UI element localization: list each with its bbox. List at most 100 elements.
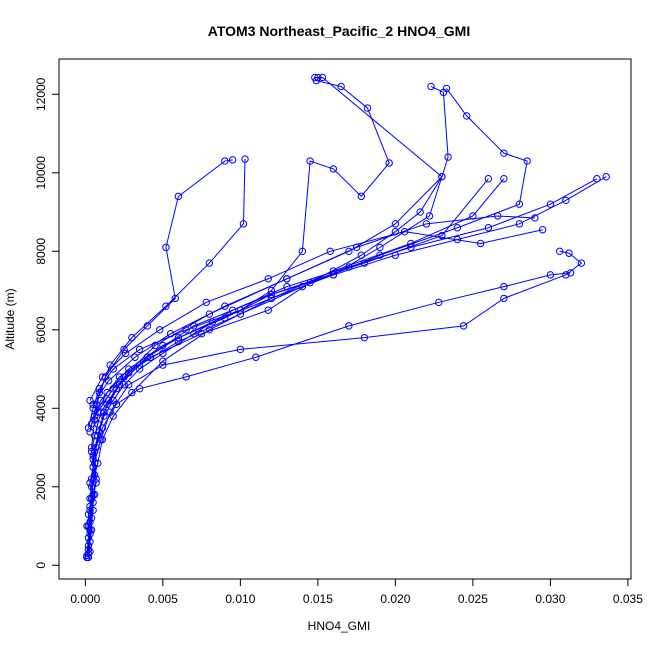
data-point [306, 157, 314, 165]
y-tick-label: 0 [34, 562, 48, 569]
data-point [159, 361, 167, 369]
series-14 [89, 212, 539, 409]
data-point [484, 224, 493, 232]
data-point [438, 231, 446, 240]
data-point [236, 345, 245, 354]
data-point [363, 104, 372, 112]
data-point [523, 157, 531, 165]
data-point [314, 73, 322, 82]
data-point [83, 553, 91, 562]
data-point [515, 220, 524, 228]
y-tick-label: 12000 [34, 77, 48, 111]
data-point [115, 381, 124, 389]
data-point [453, 224, 462, 232]
data-point [236, 310, 245, 318]
series-line [92, 215, 535, 405]
data-point [135, 365, 144, 373]
data-point [202, 298, 210, 307]
y-tick-label: 4000 [34, 395, 48, 422]
data-point [103, 400, 111, 409]
data-point [264, 306, 272, 314]
data-point [427, 82, 435, 91]
data-point [416, 208, 424, 216]
data-point [546, 271, 555, 279]
data-point [205, 259, 214, 267]
data-point [326, 247, 334, 256]
series-line [87, 250, 583, 550]
series-13 [94, 84, 531, 416]
data-point [264, 275, 272, 283]
data-point [159, 357, 167, 365]
data-point [329, 165, 338, 173]
data-point [267, 286, 276, 295]
data-point [94, 408, 102, 416]
data-point [236, 306, 245, 314]
x-tick-label: 0.030 [535, 592, 565, 606]
data-point [345, 247, 353, 256]
data-point [555, 247, 564, 256]
data-point [97, 435, 105, 444]
data-point [205, 310, 214, 318]
series-line [89, 159, 233, 432]
data-point [159, 341, 167, 350]
data-point [143, 322, 152, 330]
data-point [462, 112, 471, 120]
series-line [91, 159, 246, 448]
data-point [241, 155, 249, 163]
series-line [94, 86, 449, 417]
data-point [546, 200, 555, 208]
series-line [87, 176, 443, 554]
data-point [566, 269, 575, 277]
data-point [438, 173, 446, 181]
x-tick-label: 0.000 [70, 592, 100, 606]
series-line [87, 77, 390, 429]
data-point [593, 175, 601, 183]
series-line [87, 272, 571, 552]
data-point [92, 475, 100, 483]
x-axis: 0.000 0.005 0.010 0.015 0.020 0.025 0.030 0.035 [70, 578, 643, 606]
data-point [515, 200, 524, 208]
data-point [298, 282, 307, 291]
data-point [267, 290, 276, 299]
data-point [89, 498, 97, 507]
data-point [400, 227, 409, 236]
series-3 [83, 175, 493, 560]
data-point [298, 247, 307, 256]
x-tick-label: 0.020 [380, 592, 410, 606]
y-axis-label: Altitude (m) [3, 288, 17, 349]
data-point [283, 282, 291, 291]
data-point [89, 506, 97, 515]
data-point [171, 294, 179, 303]
data-point [156, 326, 164, 334]
y-tick-label: 8000 [34, 238, 48, 265]
data-point [239, 220, 248, 228]
x-tick-label: 0.005 [148, 592, 178, 606]
data-point [98, 424, 107, 432]
data-point [87, 420, 96, 428]
data-point [208, 318, 217, 326]
data-point [174, 337, 183, 346]
y-tick-label: 10000 [34, 156, 48, 190]
data-point [500, 282, 508, 291]
series-9 [86, 156, 237, 436]
data-point [162, 302, 170, 310]
data-point [89, 463, 97, 471]
series-line [89, 229, 543, 401]
data-point [385, 159, 393, 167]
x-tick-label: 0.025 [458, 592, 488, 606]
data-point [182, 373, 190, 381]
data-point [131, 353, 139, 361]
data-point [86, 428, 94, 436]
x-tick-label: 0.035 [613, 592, 643, 606]
y-tick-label: 6000 [34, 316, 48, 343]
data-point [360, 333, 369, 342]
data-point [120, 381, 128, 389]
x-tick-label: 0.010 [225, 592, 255, 606]
data-point [125, 381, 133, 389]
series-line [97, 88, 528, 413]
data-point [89, 455, 97, 463]
data-point [120, 345, 128, 354]
data-point [500, 149, 508, 157]
series-1 [83, 173, 610, 562]
